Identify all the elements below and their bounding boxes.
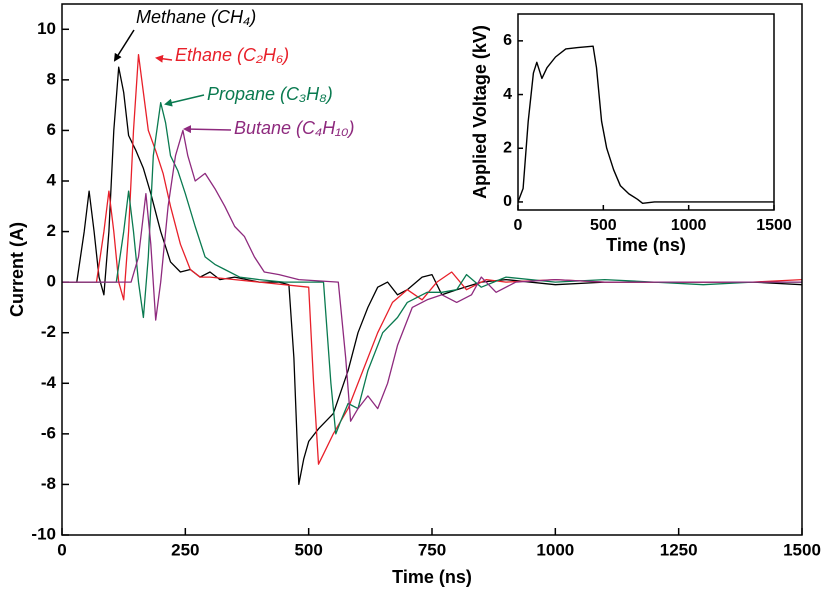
plot-background bbox=[518, 14, 774, 210]
annotation-arrow bbox=[113, 29, 135, 62]
series-label: Butane (C₄H₁₀) bbox=[234, 118, 355, 138]
series-label: Methane (CH₄) bbox=[136, 7, 256, 27]
annotation-arrow bbox=[183, 125, 232, 134]
x-tick-label: 1000 bbox=[671, 217, 707, 234]
x-tick-label: 250 bbox=[171, 540, 199, 559]
y-tick-label: -4 bbox=[41, 373, 57, 392]
x-tick-label: 0 bbox=[57, 540, 66, 559]
y-tick-label: 4 bbox=[503, 86, 512, 103]
annotation-arrow bbox=[164, 94, 205, 107]
series-label: Propane (C₃H₈) bbox=[207, 84, 333, 104]
x-tick-label: 1250 bbox=[660, 540, 698, 559]
y-tick-label: 4 bbox=[47, 170, 57, 189]
x-tick-label: 1500 bbox=[756, 217, 792, 234]
annotation-arrow bbox=[155, 54, 173, 63]
data-line bbox=[62, 53, 802, 465]
y-tick-label: -6 bbox=[41, 423, 56, 442]
x-axis-label: Time (ns) bbox=[392, 567, 472, 587]
y-tick-label: 10 bbox=[37, 19, 56, 38]
x-tick-label: 0 bbox=[514, 217, 523, 234]
y-tick-label: 0 bbox=[503, 193, 512, 210]
y-tick-label: 2 bbox=[47, 221, 56, 240]
y-tick-label: 6 bbox=[47, 120, 56, 139]
x-tick-label: 500 bbox=[294, 540, 322, 559]
series-label: Ethane (C₂H₆) bbox=[175, 45, 289, 65]
x-axis-label: Time (ns) bbox=[606, 235, 686, 255]
y-tick-label: 0 bbox=[47, 272, 56, 291]
y-axis-label: Applied Voltage (kV) bbox=[470, 25, 490, 199]
plot: 0 500 1000 1500 0 2 4 6 Time (ns) Applied Voltage… bbox=[470, 13, 792, 255]
x-tick-label: 750 bbox=[418, 540, 446, 559]
x-tick-label: 1500 bbox=[783, 540, 821, 559]
y-tick-label: -2 bbox=[41, 322, 56, 341]
y-tick-label: 8 bbox=[47, 69, 56, 88]
x-tick-label: 500 bbox=[590, 217, 617, 234]
plot-frame bbox=[61, 3, 803, 536]
data-line bbox=[518, 45, 774, 204]
y-tick-label: -10 bbox=[31, 524, 56, 543]
y-tick-label: -8 bbox=[41, 474, 56, 493]
y-tick-label: 6 bbox=[503, 32, 512, 49]
data-line bbox=[62, 129, 802, 422]
data-line bbox=[62, 101, 802, 435]
x-tick-label: 1000 bbox=[536, 540, 574, 559]
y-axis-label: Current (A) bbox=[7, 222, 27, 317]
plot-frame bbox=[517, 13, 775, 211]
y-tick-label: 2 bbox=[503, 139, 512, 156]
